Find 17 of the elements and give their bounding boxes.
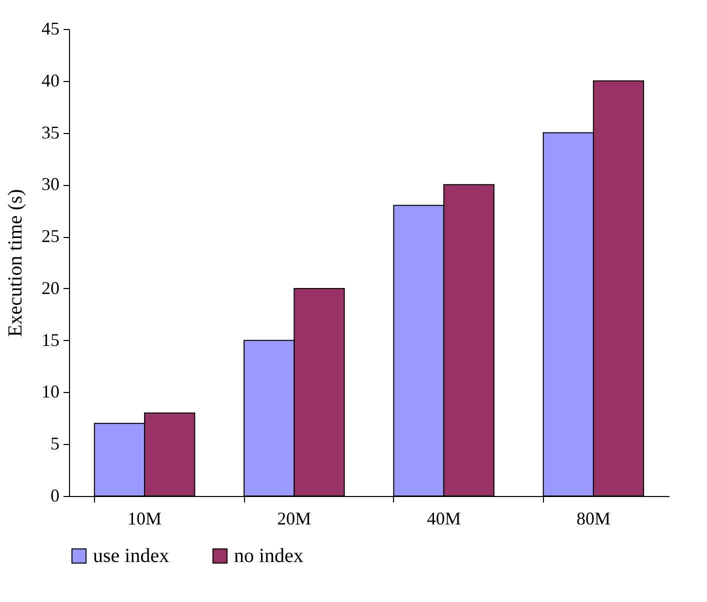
y-tick-label: 40 — [42, 70, 60, 90]
x-tick-label: 80M — [576, 508, 610, 528]
y-tick-label: 5 — [50, 434, 60, 454]
y-tick-label: 30 — [42, 174, 60, 194]
y-tick-label: 35 — [42, 122, 60, 142]
y-tick-label: 10 — [42, 382, 60, 402]
y-tick-label: 45 — [42, 18, 60, 38]
x-tick-label: 10M — [128, 508, 162, 528]
legend-label: no index — [234, 545, 304, 567]
x-tick-label: 20M — [277, 508, 312, 528]
y-tick-label: 15 — [42, 330, 60, 350]
y-tick-label: 0 — [50, 486, 60, 506]
legend-label: use index — [93, 545, 170, 567]
y-axis-title: Execution time (s) — [4, 189, 26, 337]
y-tick-label: 20 — [42, 278, 60, 298]
x-tick-label: 40M — [426, 508, 461, 528]
y-tick-label: 25 — [42, 226, 60, 246]
